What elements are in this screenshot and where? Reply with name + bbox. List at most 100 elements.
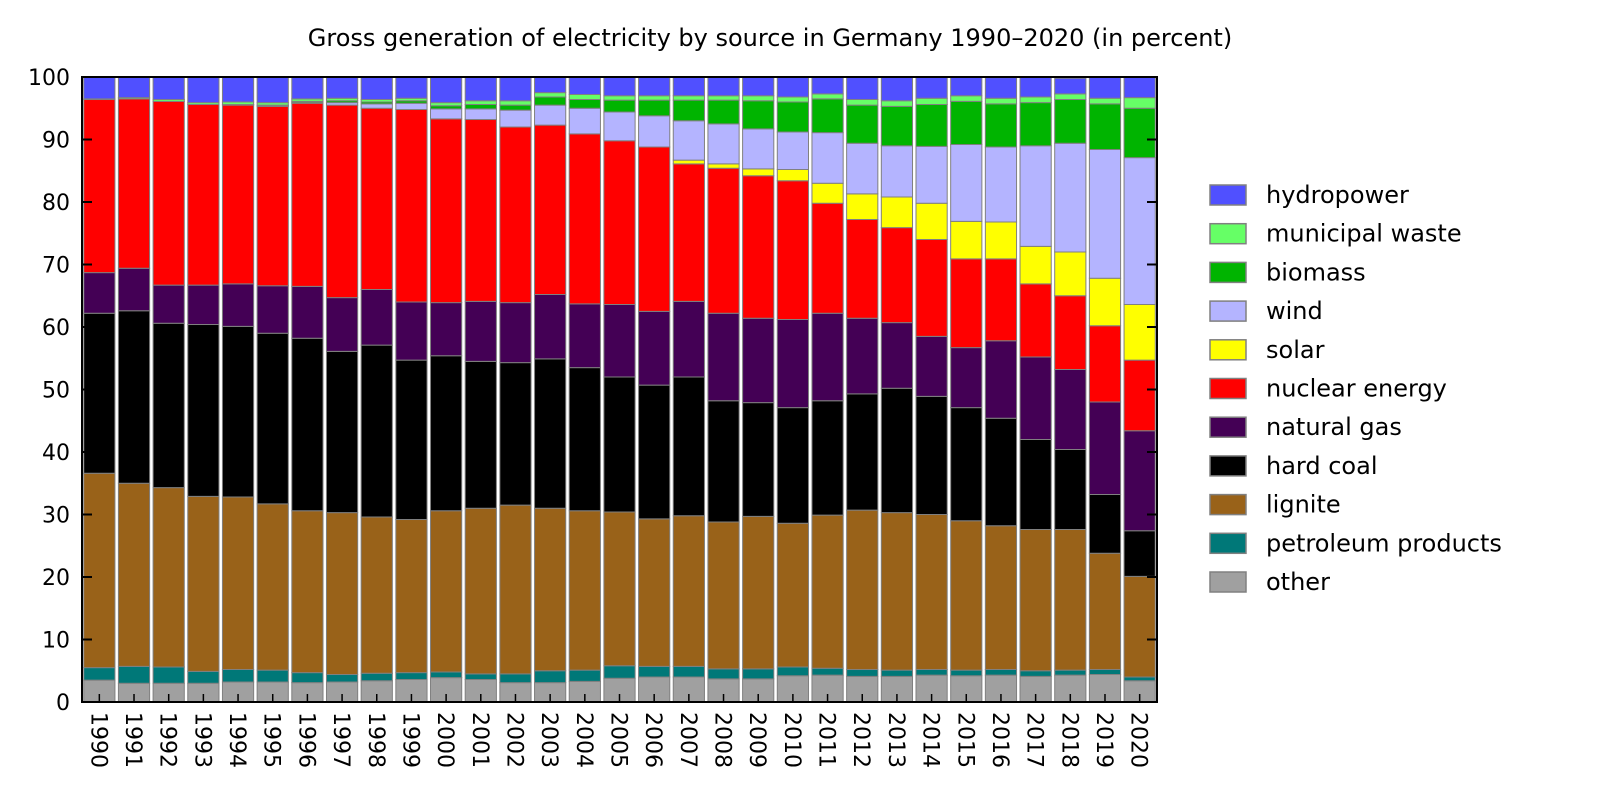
bar-segment-nuclear-energy-1993 <box>187 104 220 286</box>
bar-segment-municipal-waste-2020 <box>1123 97 1156 109</box>
bar-segment-wind-1999 <box>395 102 428 110</box>
bar-segment-lignite-1999 <box>395 519 428 674</box>
legend-label-biomass: biomass <box>1266 258 1366 286</box>
bar-segment-nuclear-energy-2009 <box>742 175 775 319</box>
x-tick-label-2017: 2017 <box>1022 712 1047 768</box>
bar-segment-wind-2017 <box>1019 145 1052 247</box>
bar-segment-wind-2011 <box>811 132 844 184</box>
bar-segment-natural-gas-2005 <box>603 304 636 378</box>
x-tick-label-1994: 1994 <box>224 712 249 768</box>
bar-segment-nuclear-energy-2014 <box>915 239 948 337</box>
bar-segment-lignite-2011 <box>811 514 844 669</box>
legend-label-nuclear-energy: nuclear energy <box>1266 375 1447 403</box>
y-tick-label-90: 90 <box>42 129 70 154</box>
y-tick-label-10: 10 <box>42 629 70 654</box>
x-tick-labels: 1990 1991 1992 1993 1994 1995 1996 1997 1998 1999… <box>85 712 1150 768</box>
bar-segment-wind-2015 <box>950 144 983 222</box>
bar-segment-municipal-waste-2005 <box>603 95 636 101</box>
bar-segment-nuclear-energy-2006 <box>638 146 671 312</box>
bar-segment-natural-gas-1991 <box>117 267 151 312</box>
legend-swatch-hard-coal <box>1209 455 1247 477</box>
bar-segment-nuclear-energy-2003 <box>534 124 567 296</box>
bar-segment-lignite-1997 <box>325 512 359 676</box>
bar-segment-nuclear-energy-2020 <box>1123 359 1156 432</box>
bar-segment-solar-2009 <box>742 168 775 177</box>
bar-segment-hydropower-1990 <box>83 76 116 100</box>
bar-segment-natural-gas-1997 <box>325 297 359 352</box>
bar-segment-hydropower-2001 <box>464 76 497 102</box>
bar-segment-lignite-2005 <box>603 511 636 667</box>
x-tick-label-2008: 2008 <box>710 712 735 768</box>
bar-segment-municipal-waste-2004 <box>568 94 601 100</box>
bar-segment-lignite-2012 <box>846 509 879 671</box>
x-tick-label-2012: 2012 <box>848 712 873 768</box>
bar-segment-lignite-2016 <box>984 525 1018 670</box>
bar-segment-natural-gas-2015 <box>950 347 983 409</box>
x-tick-label-2004: 2004 <box>571 712 596 768</box>
bar-segment-natural-gas-1996 <box>291 285 324 339</box>
bar-segment-natural-gas-2009 <box>742 317 775 404</box>
x-tick-label-2005: 2005 <box>606 712 631 768</box>
legend-swatch-wind <box>1209 300 1247 322</box>
bar-segment-petroleum-products-2008 <box>707 668 740 680</box>
y-tick-label-60: 60 <box>42 316 70 341</box>
bar-segment-nuclear-energy-1992 <box>152 100 185 286</box>
y-tick-label-20: 20 <box>42 566 70 591</box>
bar-segment-petroleum-products-1991 <box>117 665 151 684</box>
bar-segment-nuclear-energy-1999 <box>395 109 428 303</box>
bar-segment-lignite-2008 <box>707 521 740 670</box>
bar-segment-lignite-2014 <box>915 514 948 670</box>
bar-segment-municipal-waste-2003 <box>534 92 567 98</box>
bar-segment-solar-2014 <box>915 202 948 240</box>
x-tick-label-2013: 2013 <box>883 712 908 768</box>
bar-segment-biomass-2011 <box>811 98 844 134</box>
x-tick-label-1990: 1990 <box>85 712 110 768</box>
y-tick-label-80: 80 <box>42 191 70 216</box>
bar-segment-hard-coal-2003 <box>534 358 567 509</box>
legend-swatch-hydropower <box>1209 184 1247 206</box>
bar-segment-wind-2013 <box>880 145 914 198</box>
legend-label-other: other <box>1266 568 1330 596</box>
bar-segment-wind-2005 <box>603 111 636 142</box>
bar-segment-municipal-waste-2017 <box>1019 96 1052 104</box>
bar-segment-lignite-1990 <box>83 472 116 669</box>
bar-segment-petroleum-products-1998 <box>360 672 393 682</box>
x-tick-label-1993: 1993 <box>189 712 214 768</box>
bar-segment-hard-coal-2016 <box>984 417 1018 527</box>
bar-segment-hydropower-2010 <box>776 76 809 98</box>
x-tick-label-2018: 2018 <box>1056 712 1081 768</box>
bar-segment-natural-gas-2017 <box>1019 356 1052 440</box>
bar-segment-natural-gas-2016 <box>984 340 1018 419</box>
y-tick-label-100: 100 <box>28 66 70 91</box>
bar-segment-natural-gas-2019 <box>1088 401 1122 495</box>
bar-segment-solar-2020 <box>1123 304 1156 361</box>
bar-segment-petroleum-products-2001 <box>464 673 497 681</box>
bar-segment-petroleum-products-2007 <box>672 665 705 678</box>
bar-segment-hard-coal-2013 <box>880 387 914 514</box>
chart-title: Gross generation of electricity by sourc… <box>308 24 1232 52</box>
bar-segment-solar-2012 <box>846 193 879 221</box>
bar-segment-solar-2007 <box>672 159 705 165</box>
bar-segment-petroleum-products-1999 <box>395 672 428 681</box>
bar-segment-solar-2010 <box>776 169 809 182</box>
bar-segment-nuclear-energy-2012 <box>846 219 879 319</box>
bar-segment-natural-gas-2010 <box>776 319 809 409</box>
bar-segment-municipal-waste-2009 <box>742 95 775 102</box>
bar-segment-biomass-2016 <box>984 103 1018 148</box>
bar-segment-wind-2010 <box>776 131 809 170</box>
bar-segment-nuclear-energy-2018 <box>1054 295 1087 370</box>
x-tick-label-2009: 2009 <box>744 712 769 768</box>
bar-segment-lignite-1991 <box>117 482 151 667</box>
bar-segment-natural-gas-1990 <box>83 272 116 314</box>
bar-segment-natural-gas-2006 <box>638 310 671 386</box>
x-tick-label-2010: 2010 <box>779 712 804 768</box>
y-tick-label-30: 30 <box>42 504 70 529</box>
legend: hydropower municipal waste biomass wind sola… <box>1209 181 1502 596</box>
bar-segment-biomass-2018 <box>1054 99 1087 144</box>
bar-segment-hydropower-1998 <box>360 76 393 100</box>
y-tick-label-70: 70 <box>42 254 70 279</box>
legend-label-hydropower: hydropower <box>1266 181 1409 209</box>
bar-segment-hydropower-2006 <box>638 76 671 97</box>
bar-segment-hydropower-2020 <box>1123 76 1156 99</box>
bar-segment-biomass-2006 <box>638 99 671 117</box>
